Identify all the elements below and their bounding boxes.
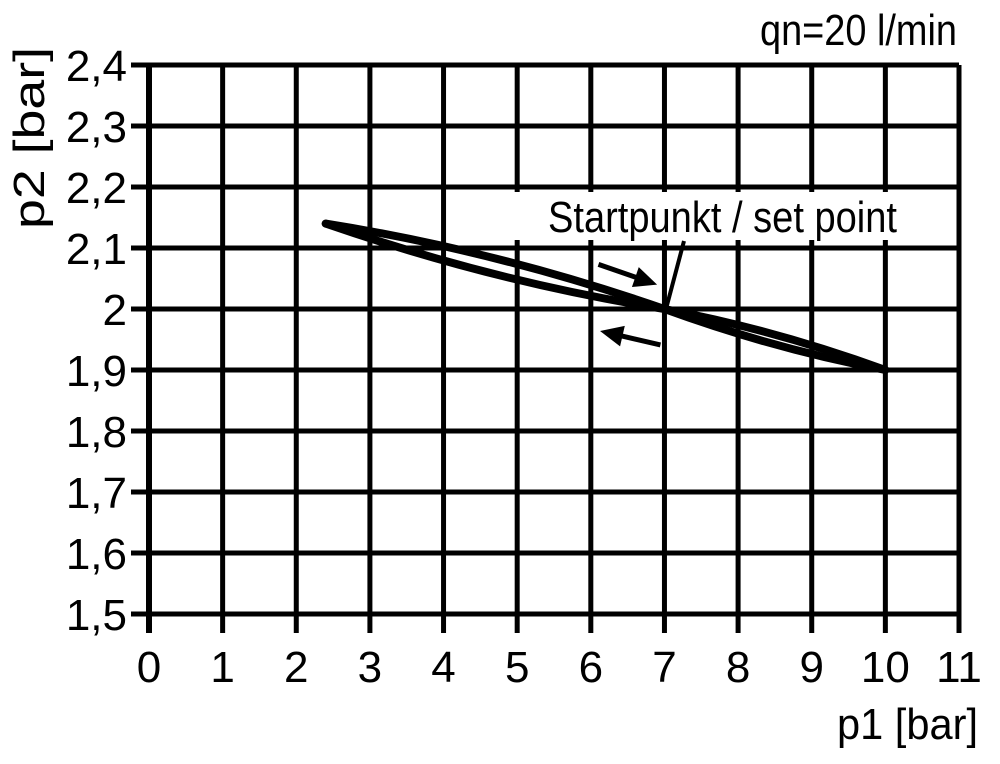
direction-arrows: [597, 262, 661, 348]
y-tick-label: 2,3: [66, 103, 127, 152]
y-axis-label: p2 [bar]: [5, 47, 54, 229]
set-point-label: Startpunkt / set point: [548, 193, 897, 242]
x-tick-label: 1: [210, 643, 234, 692]
x-tick-label: 7: [652, 643, 676, 692]
tick-labels: 0 1 2 3 4 5 6 7 8 9 10 11 2,4 2,3 2,2 2,1 2 1,9 1,8 1,7 1,6 1…: [66, 42, 982, 692]
x-tick-label: 6: [579, 643, 603, 692]
right-direction-arrow-icon: [597, 262, 658, 288]
y-tick-label: 1,7: [66, 469, 127, 518]
y-tick-label: 2,4: [66, 42, 127, 91]
y-tick-label: 1,6: [66, 530, 127, 579]
x-tick-label: 9: [799, 643, 823, 692]
y-tick-label: 2,1: [66, 225, 127, 274]
y-tick-label: 2: [103, 286, 127, 335]
x-tick-label: 3: [358, 643, 382, 692]
hysteresis-branch-lower: [321, 219, 890, 374]
x-tick-label: 10: [861, 643, 910, 692]
x-tick-label: 4: [431, 643, 455, 692]
x-tick-label: 8: [726, 643, 750, 692]
set-point-label-background: [509, 192, 907, 240]
x-tick-label: 5: [505, 643, 529, 692]
x-tick-label: 0: [137, 643, 161, 692]
y-tick-label: 2,2: [66, 164, 127, 213]
x-tick-label: 11: [936, 643, 982, 692]
y-tick-label: 1,9: [66, 347, 127, 396]
y-tick-label: 1,8: [66, 408, 127, 457]
y-tick-label: 1,5: [66, 591, 127, 640]
x-tick-label: 2: [284, 643, 308, 692]
x-axis-label: p1 [bar]: [837, 700, 978, 749]
flow-rate-annotation: qn=20 l/min: [760, 6, 957, 55]
hysteresis-curve: [321, 219, 890, 374]
set-point-leader-line: [664, 240, 686, 310]
left-direction-arrow-icon: [600, 325, 661, 348]
